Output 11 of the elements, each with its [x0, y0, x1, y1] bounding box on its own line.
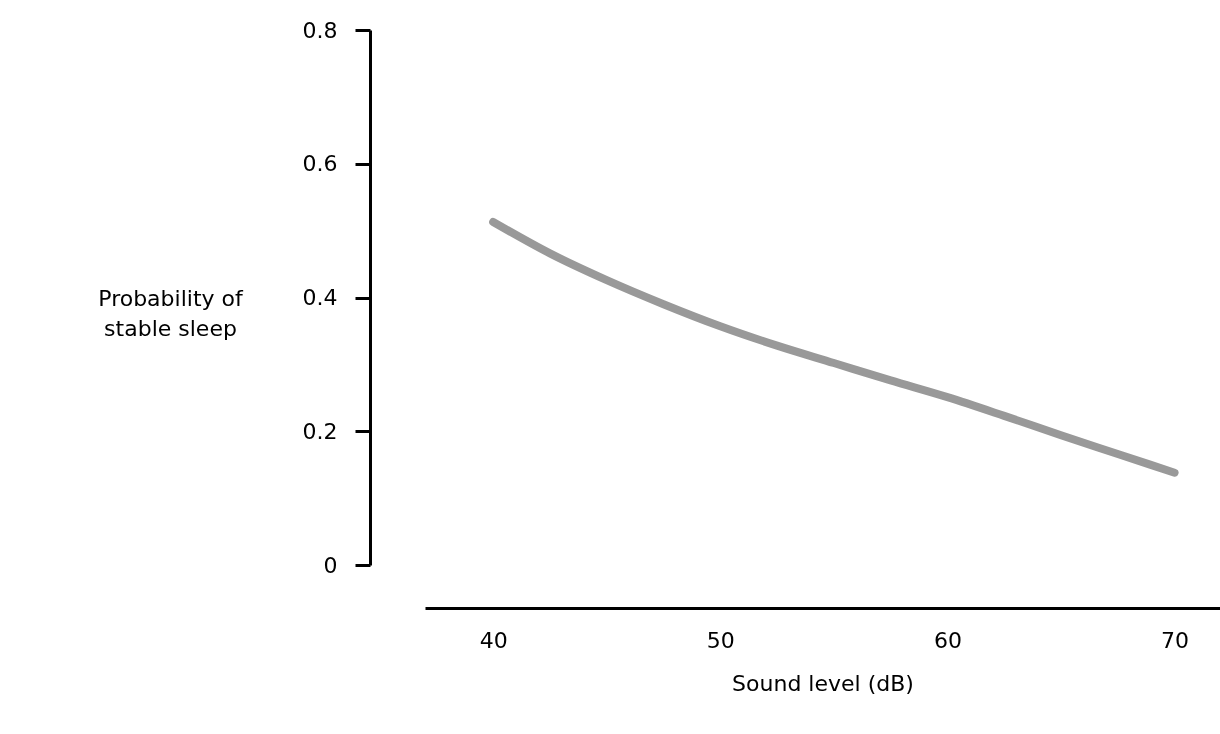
x-tick-label: 60 — [933, 627, 962, 653]
y-axis-title: Probability of stable sleep — [98, 285, 244, 341]
y-tick-label: 0.6 — [302, 151, 338, 177]
y-tick-label: 0 — [323, 552, 338, 578]
y-tick-label: 0.8 — [302, 17, 338, 43]
x-axis-title: Sound level (dB) — [732, 670, 914, 696]
x-tick-label: 40 — [479, 627, 508, 653]
x-tick-label: 70 — [1161, 627, 1190, 653]
x-tick-label: 50 — [706, 627, 735, 653]
y-tick-label: 0.4 — [302, 285, 338, 310]
y-tick-label: 0.2 — [302, 418, 338, 444]
